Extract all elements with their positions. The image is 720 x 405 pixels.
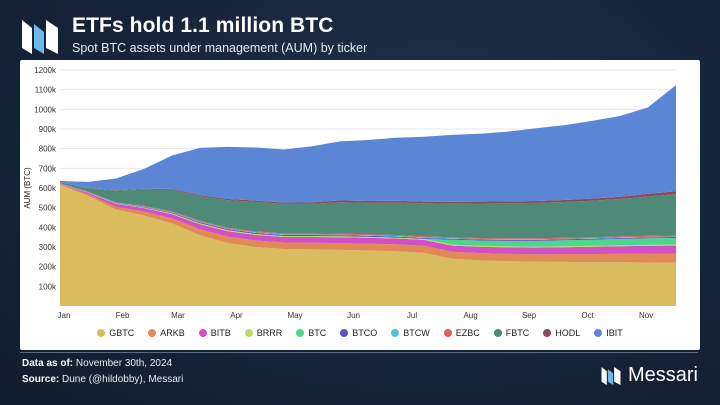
area-series-btco xyxy=(60,183,676,241)
legend-swatch xyxy=(296,329,305,337)
legend-label: BTCW xyxy=(403,328,430,338)
x-tick-label: Jan xyxy=(58,311,71,320)
y-axis-label: AUM (BTC) xyxy=(23,167,32,209)
legend-label: EZBC xyxy=(455,328,480,338)
y-tick-label: 1000k xyxy=(34,105,57,114)
source-value: Dune (@hildobby), Messari xyxy=(62,374,184,385)
legend-label: FBTC xyxy=(505,328,530,338)
legend-item-ibit: IBIT xyxy=(594,328,623,338)
chart-subtitle: Spot BTC assets under management (AUM) b… xyxy=(72,41,368,55)
x-tick-label: May xyxy=(287,311,302,320)
legend-swatch xyxy=(391,329,400,337)
source-note: Source: Dune (@hildobby), Messari xyxy=(22,374,183,385)
area-series-btc xyxy=(60,183,676,247)
y-tick-label: 200k xyxy=(39,263,57,272)
chart-panel: 100k 200k 300k 400k 500k 600k 700k 800k 900k 1000… xyxy=(20,60,700,350)
legend-swatch xyxy=(443,329,452,337)
legend-swatch xyxy=(198,329,207,337)
area-series-ibit xyxy=(60,85,676,203)
area-series-arkb xyxy=(60,184,676,263)
area-series-btcw xyxy=(60,183,676,240)
y-tick-label: 1100k xyxy=(35,86,57,95)
x-tick-label: Sep xyxy=(522,311,537,320)
chart-title: ETFs hold 1.1 million BTC xyxy=(72,14,334,37)
legend-item-hodl: HODL xyxy=(543,328,580,338)
legend-item-ezbc: EZBC xyxy=(443,328,480,338)
y-tick-label: 600k xyxy=(39,184,57,193)
data-as-of-value: November 30th, 2024 xyxy=(75,358,173,369)
y-tick-label: 100k xyxy=(39,282,57,291)
y-tick-label: 700k xyxy=(39,164,57,173)
legend-item-btc: BTC xyxy=(296,328,326,338)
legend-label: IBIT xyxy=(606,328,623,338)
messari-brand-icon xyxy=(601,366,621,385)
legend-swatch xyxy=(340,329,349,337)
y-tick-label: 400k xyxy=(39,223,57,232)
legend-swatch xyxy=(97,329,106,337)
legend-item-brrr: BRRR xyxy=(244,328,283,338)
legend-item-fbtc: FBTC xyxy=(493,328,530,338)
legend-item-btcw: BTCW xyxy=(391,328,430,338)
legend-label: BTCO xyxy=(352,328,378,338)
legend-swatch xyxy=(594,329,603,337)
x-tick-label: Feb xyxy=(116,311,130,320)
legend-label: ARKB xyxy=(160,328,185,338)
brand-name: Messari xyxy=(627,364,698,386)
x-tick-label: Mar xyxy=(171,311,185,320)
legend-swatch xyxy=(244,329,253,337)
x-tick-label: Nov xyxy=(639,311,653,320)
area-series-bitb xyxy=(60,183,676,255)
footer-divider xyxy=(20,352,698,353)
y-tick-label: 300k xyxy=(39,243,57,252)
y-tick-label: 800k xyxy=(39,145,57,154)
legend-swatch xyxy=(543,329,552,337)
legend-item-gbtc: GBTC xyxy=(97,328,134,338)
legend-swatch xyxy=(148,329,157,337)
chart-legend: GBTC ARKB BITB BRRR BTC BTCO BTCW EZBC FBTC HODL I… xyxy=(20,328,700,338)
x-tick-label: Aug xyxy=(463,311,477,320)
data-as-of-label: Data as of: xyxy=(22,358,74,369)
y-tick-label: 1200k xyxy=(34,66,57,75)
x-tick-label: Apr xyxy=(230,311,243,320)
legend-label: GBTC xyxy=(109,328,135,338)
messari-logo-icon xyxy=(22,20,58,54)
area-series-gbtc xyxy=(60,184,676,306)
brand-mark: Messari xyxy=(600,364,698,387)
x-tick-label: Jul xyxy=(407,311,417,320)
data-as-of-note: Data as of: November 30th, 2024 xyxy=(22,358,172,369)
legend-label: BITB xyxy=(210,328,231,338)
y-tick-label: 900k xyxy=(39,125,57,134)
legend-label: BTC xyxy=(308,328,327,338)
area-series-fbtc xyxy=(60,182,676,239)
legend-swatch xyxy=(493,329,502,337)
legend-item-arkb: ARKB xyxy=(148,328,185,338)
legend-label: HODL xyxy=(555,328,581,338)
legend-label: BRRR xyxy=(256,328,283,338)
y-tick-label: 500k xyxy=(39,204,57,213)
area-chart: 100k 200k 300k 400k 500k 600k 700k 800k 900k 1000… xyxy=(23,66,676,320)
legend-item-bitb: BITB xyxy=(198,328,231,338)
legend-item-btco: BTCO xyxy=(340,328,377,338)
x-tick-label: Jun xyxy=(347,311,360,320)
x-tick-label: Oct xyxy=(581,311,594,320)
source-label: Source: xyxy=(22,374,60,385)
